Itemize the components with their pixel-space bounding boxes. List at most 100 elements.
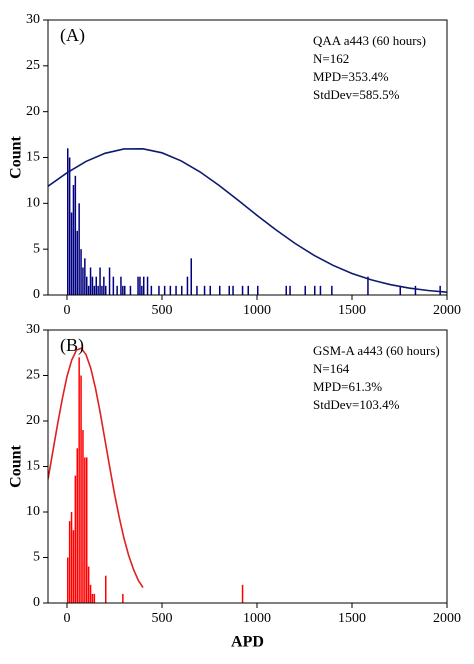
bar bbox=[181, 285, 183, 295]
x-tick-label: 0 bbox=[64, 303, 71, 318]
bar bbox=[91, 276, 94, 295]
x-tick-label: 0 bbox=[64, 611, 71, 626]
bar bbox=[86, 276, 88, 295]
y-tick-label: 30 bbox=[26, 322, 40, 337]
bar bbox=[89, 584, 92, 603]
bar bbox=[84, 457, 86, 603]
bar bbox=[304, 285, 306, 295]
bar bbox=[169, 285, 172, 295]
bar bbox=[139, 276, 141, 295]
x-tick-label: 500 bbox=[152, 611, 173, 626]
y-tick-label: 20 bbox=[26, 413, 40, 428]
bar bbox=[319, 285, 322, 295]
bar bbox=[232, 285, 234, 295]
bar bbox=[91, 593, 94, 603]
bar bbox=[86, 457, 88, 603]
fit-curve bbox=[48, 147, 447, 293]
panel-label: (B) bbox=[60, 335, 84, 356]
bar bbox=[439, 285, 441, 295]
bar bbox=[68, 157, 71, 295]
bar bbox=[122, 593, 124, 603]
bar bbox=[93, 593, 96, 603]
x-tick-label: 1000 bbox=[243, 303, 271, 318]
x-tick-label: 1500 bbox=[338, 303, 366, 318]
bar bbox=[99, 267, 101, 295]
bar bbox=[331, 285, 333, 295]
bar bbox=[108, 267, 111, 295]
bar bbox=[84, 258, 86, 295]
bar bbox=[76, 230, 78, 295]
y-tick-label: 5 bbox=[33, 241, 40, 256]
bar bbox=[68, 521, 71, 603]
y-tick-label: 0 bbox=[33, 595, 40, 610]
x-tick-label: 500 bbox=[152, 303, 173, 318]
bar bbox=[78, 203, 80, 295]
bar bbox=[163, 285, 166, 295]
bar bbox=[146, 276, 149, 295]
bar bbox=[97, 285, 99, 295]
x-axis-title: APD bbox=[231, 634, 264, 651]
annotation: MPD=353.4% bbox=[313, 69, 389, 84]
bar bbox=[82, 267, 84, 295]
bar bbox=[87, 566, 90, 603]
bar bbox=[367, 276, 369, 295]
bar bbox=[82, 430, 84, 603]
bar bbox=[158, 285, 160, 295]
y-tick-label: 20 bbox=[26, 104, 40, 119]
bar bbox=[196, 285, 198, 295]
bar bbox=[129, 285, 132, 295]
bar bbox=[124, 285, 126, 295]
bar bbox=[95, 276, 97, 295]
bar bbox=[67, 148, 69, 295]
bar bbox=[141, 285, 143, 295]
annotation: QAA a443 (60 hours) bbox=[313, 33, 426, 48]
bar bbox=[186, 276, 189, 295]
bar bbox=[241, 285, 244, 295]
bar bbox=[93, 285, 96, 295]
bar bbox=[72, 530, 75, 603]
annotation: GSM-A a443 (60 hours) bbox=[313, 343, 440, 358]
y-axis-title: Count bbox=[8, 444, 25, 487]
x-tick-label: 2000 bbox=[433, 611, 461, 626]
bar bbox=[72, 185, 75, 295]
y-tick-label: 15 bbox=[26, 150, 40, 165]
bar bbox=[120, 276, 122, 295]
bar bbox=[87, 285, 90, 295]
bar bbox=[247, 285, 249, 295]
bar bbox=[116, 285, 118, 295]
bar bbox=[203, 285, 206, 295]
bar bbox=[112, 276, 115, 295]
bar bbox=[76, 448, 78, 603]
bar bbox=[190, 258, 192, 295]
bar bbox=[285, 285, 287, 295]
y-tick-label: 25 bbox=[26, 368, 40, 383]
plot-frame bbox=[47, 329, 448, 604]
y-tick-label: 0 bbox=[33, 287, 40, 302]
annotation: StdDev=103.4% bbox=[313, 397, 400, 412]
bar bbox=[105, 285, 107, 295]
bar bbox=[74, 175, 77, 295]
annotation: N=164 bbox=[313, 361, 350, 376]
y-tick-label: 10 bbox=[26, 196, 40, 211]
y-tick-label: 30 bbox=[26, 12, 40, 27]
annotation: StdDev=585.5% bbox=[313, 87, 400, 102]
bar bbox=[80, 249, 82, 295]
bar bbox=[70, 512, 73, 603]
bar bbox=[101, 285, 103, 295]
annotation: MPD=61.3% bbox=[313, 379, 382, 394]
bar bbox=[209, 285, 211, 295]
y-tick-label: 5 bbox=[33, 550, 40, 565]
bar bbox=[103, 276, 105, 295]
panel-label: (A) bbox=[60, 25, 85, 46]
y-tick-label: 15 bbox=[26, 459, 40, 474]
bar bbox=[228, 285, 230, 295]
bar bbox=[314, 285, 316, 295]
bar bbox=[80, 375, 82, 603]
bar bbox=[257, 285, 259, 295]
x-tick-label: 1000 bbox=[243, 611, 271, 626]
bar bbox=[399, 285, 401, 295]
bar bbox=[89, 267, 92, 295]
bar bbox=[241, 584, 244, 603]
bar bbox=[78, 357, 80, 603]
